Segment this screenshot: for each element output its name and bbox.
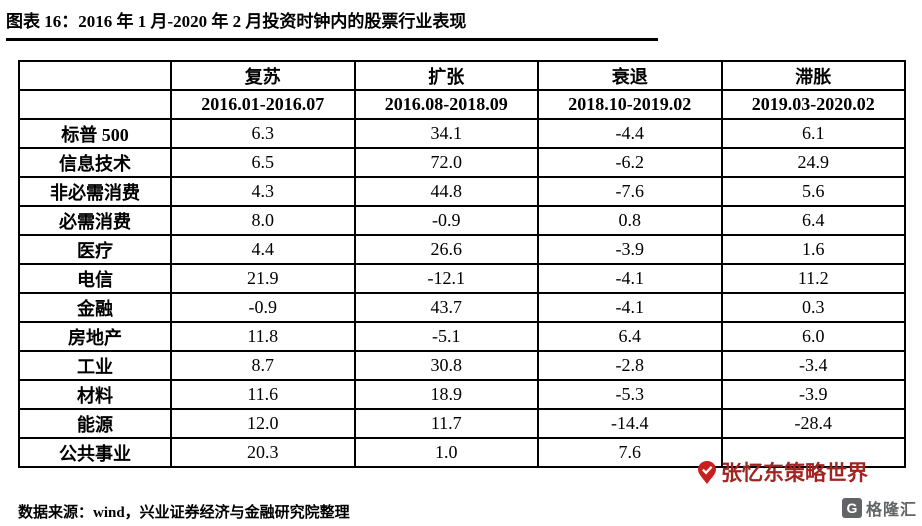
table-cell: -0.9 [170,292,356,323]
sector-performance-table: 复苏 扩张 衰退 滞胀 2016.01-2016.07 2016.08-2018… [18,60,906,468]
table-cell [720,437,906,468]
phase-header-expansion: 扩张 [353,60,539,91]
table-row: 必需消费 8.0 -0.9 0.8 6.4 [18,205,906,236]
period-header-stagflation: 2019.03-2020.02 [720,89,906,120]
data-source-note: 数据来源：wind，兴业证券经济与金融研究院整理 [18,505,350,521]
table-row: 非必需消费 4.3 44.8 -7.6 5.6 [18,176,906,207]
table-cell: 6.4 [537,321,723,352]
row-label: 金融 [18,292,172,323]
table-row: 电信 21.9 -12.1 -4.1 11.2 [18,263,906,294]
row-label: 工业 [18,350,172,381]
corner-cell [18,89,172,120]
phase-header-recession: 衰退 [537,60,723,91]
row-label: 材料 [18,379,172,410]
table-cell: 6.0 [720,321,906,352]
table-cell: 1.6 [720,234,906,265]
table-cell: 18.9 [353,379,539,410]
table-cell: 34.1 [353,118,539,149]
row-label: 电信 [18,263,172,294]
table-cell: -5.3 [537,379,723,410]
table-cell: 11.6 [170,379,356,410]
table-row: 标普 500 6.3 34.1 -4.4 6.1 [18,118,906,149]
table-cell: -4.4 [537,118,723,149]
row-label: 信息技术 [18,147,172,178]
table-cell: 12.0 [170,408,356,439]
table-cell: -6.2 [537,147,723,178]
table-cell: -4.1 [537,292,723,323]
table-cell: 0.8 [537,205,723,236]
table-row: 公共事业 20.3 1.0 7.6 [18,437,906,468]
gelonghui-logo: G 格隆汇 [842,496,917,520]
table-cell: -3.4 [720,350,906,381]
gelonghui-icon: G [842,498,862,518]
gelonghui-logo-text: 格隆汇 [866,502,918,519]
table-cell: -7.6 [537,176,723,207]
table-row: 医疗 4.4 26.6 -3.9 1.6 [18,234,906,265]
row-label: 必需消费 [18,205,172,236]
strategy-watermark: 张忆东策略世界 [697,457,868,487]
strategy-watermark-text: 张忆东策略世界 [721,461,868,485]
table-cell: 11.2 [720,263,906,294]
table-cell: 11.7 [353,408,539,439]
location-pin-icon [697,460,717,485]
table-cell: 72.0 [353,147,539,178]
period-header-row: 2016.01-2016.07 2016.08-2018.09 2018.10-… [18,89,906,120]
table-cell: 21.9 [170,263,356,294]
table-cell: -14.4 [537,408,723,439]
table-cell: 8.0 [170,205,356,236]
table-cell: 30.8 [353,350,539,381]
row-label: 医疗 [18,234,172,265]
row-label: 能源 [18,408,172,439]
table-cell: -3.9 [537,234,723,265]
table-row: 材料 11.6 18.9 -5.3 -3.9 [18,379,906,410]
table-row: 信息技术 6.5 72.0 -6.2 24.9 [18,147,906,178]
table-row: 金融 -0.9 43.7 -4.1 0.3 [18,292,906,323]
table-cell: 0.3 [720,292,906,323]
period-header-recession: 2018.10-2019.02 [537,89,723,120]
table-cell: -28.4 [720,408,906,439]
table-cell: 4.4 [170,234,356,265]
table-row: 工业 8.7 30.8 -2.8 -3.4 [18,350,906,381]
table-cell: 26.6 [353,234,539,265]
table-cell: 7.6 [537,437,723,468]
phase-header-row: 复苏 扩张 衰退 滞胀 [18,60,906,91]
table-cell: -2.8 [537,350,723,381]
table-cell: 20.3 [170,437,356,468]
phase-header-recovery: 复苏 [170,60,356,91]
row-label: 标普 500 [18,118,172,149]
row-label: 公共事业 [18,437,172,468]
table-cell: 6.1 [720,118,906,149]
table-cell: -12.1 [353,263,539,294]
row-label: 非必需消费 [18,176,172,207]
table-cell: 6.3 [170,118,356,149]
corner-cell [18,60,172,91]
table-cell: 24.9 [720,147,906,178]
table-cell: 5.6 [720,176,906,207]
table-row: 房地产 11.8 -5.1 6.4 6.0 [18,321,906,352]
table-cell: 43.7 [353,292,539,323]
table-cell: 6.5 [170,147,356,178]
period-header-expansion: 2016.08-2018.09 [353,89,539,120]
table-cell: 6.4 [720,205,906,236]
table-cell: -3.9 [720,379,906,410]
table-cell: 4.3 [170,176,356,207]
table-cell: 8.7 [170,350,356,381]
table-cell: 1.0 [353,437,539,468]
table-cell: -4.1 [537,263,723,294]
figure-title: 图表 16：2016 年 1 月-2020 年 2 月投资时钟内的股票行业表现 [6,7,658,41]
table-row: 能源 12.0 11.7 -14.4 -28.4 [18,408,906,439]
table-body: 标普 500 6.3 34.1 -4.4 6.1 信息技术 6.5 72.0 -6.2 24.9 非… [18,118,906,468]
table-cell: -0.9 [353,205,539,236]
table-cell: 11.8 [170,321,356,352]
row-label: 房地产 [18,321,172,352]
phase-header-stagflation: 滞胀 [720,60,906,91]
table-cell: -5.1 [353,321,539,352]
period-header-recovery: 2016.01-2016.07 [170,89,356,120]
table-cell: 44.8 [353,176,539,207]
